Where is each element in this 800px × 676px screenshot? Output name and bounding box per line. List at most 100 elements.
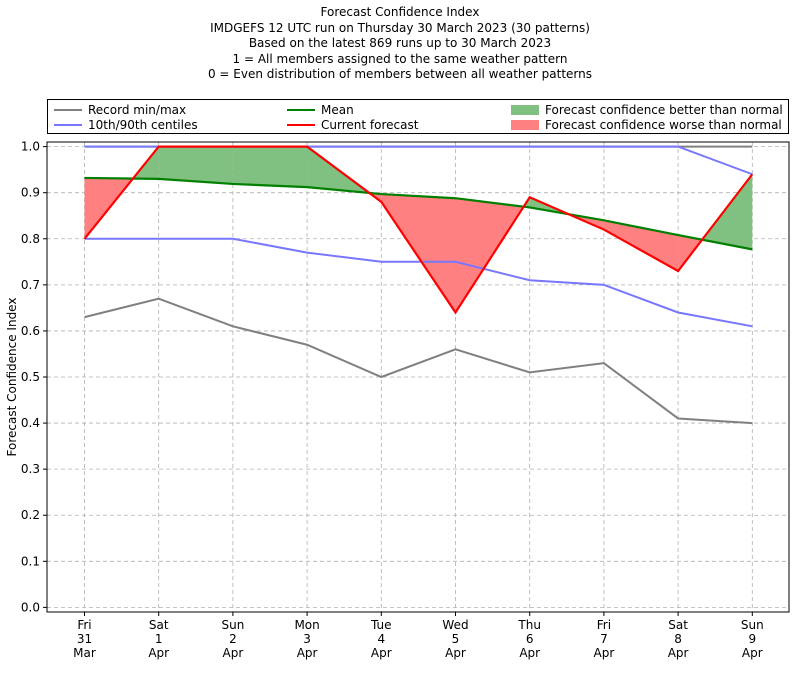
centile-10-point: [677, 311, 679, 313]
legend-item-centiles: 10th/90th centiles: [54, 118, 198, 132]
mean-point: [751, 248, 753, 250]
mean-point: [158, 178, 160, 180]
y-tick-label: 0.4: [21, 416, 40, 430]
x-tick-label: Wed: [442, 618, 468, 632]
record-min-point: [751, 422, 753, 424]
x-tick-label: 4: [377, 632, 385, 646]
current-forecast-point: [232, 145, 234, 147]
x-tick-label: Apr: [223, 646, 244, 660]
mean-point: [306, 186, 308, 188]
centile-10-line: [84, 237, 753, 328]
chart-title: Forecast Confidence Index: [320, 5, 480, 19]
current-forecast-point: [454, 311, 456, 313]
y-axis-label: Forecast Confidence Index: [5, 298, 19, 457]
chart-subtitle-based-on: Based on the latest 869 runs up to 30 Ma…: [248, 36, 552, 50]
x-tick-label: Fri: [597, 618, 611, 632]
x-tick-label: Sat: [668, 618, 688, 632]
fill-better-than-normal: [702, 174, 753, 250]
x-tick-label: Apr: [371, 646, 392, 660]
y-tick-label: 0.6: [21, 324, 40, 338]
y-tick-label: 0.5: [21, 370, 40, 384]
mean-point: [380, 193, 382, 195]
legend-item-better: Forecast confidence better than normal: [511, 103, 783, 117]
x-tick-label: 2: [229, 632, 237, 646]
legend-swatch-mean: [287, 109, 315, 111]
chart-legend: Record min/max 10th/90th centiles Mean C…: [47, 99, 789, 134]
x-tick-label: 31: [77, 632, 92, 646]
current-forecast-point: [529, 196, 531, 198]
centile-90-point: [83, 145, 85, 147]
legend-item-current: Current forecast: [287, 118, 418, 132]
legend-item-record: Record min/max: [54, 103, 186, 117]
legend-swatch-current: [287, 124, 315, 126]
x-tick-label: 1: [155, 632, 163, 646]
x-tick-label: Apr: [297, 646, 318, 660]
current-forecast-point: [677, 270, 679, 272]
mean-point: [454, 197, 456, 199]
x-tick-label: 9: [748, 632, 756, 646]
record-min-line: [84, 297, 753, 425]
centile-90-point: [380, 145, 382, 147]
record-max-point: [751, 145, 753, 147]
chart-subtitle-run: IMDGEFS 12 UTC run on Thursday 30 March …: [210, 20, 590, 35]
legend-label-mean: Mean: [321, 103, 354, 117]
record-min-point: [232, 325, 234, 327]
chart-title-block: Forecast Confidence Index IMDGEFS 12 UTC…: [0, 5, 800, 83]
record-min-point: [677, 417, 679, 419]
record-min-point: [83, 316, 85, 318]
centile-10-point: [232, 238, 234, 240]
mean-point: [232, 183, 234, 185]
x-tick-label: Mon: [294, 618, 319, 632]
fill-worse-than-normal: [603, 220, 679, 272]
mean-point: [603, 219, 605, 221]
current-forecast-point: [306, 145, 308, 147]
y-tick-label: 0.0: [21, 600, 40, 614]
legend-swatch-centiles: [54, 124, 82, 126]
legend-item-worse: Forecast confidence worse than normal: [511, 118, 782, 132]
current-forecast-point: [603, 228, 605, 230]
centile-90-point: [603, 145, 605, 147]
legend-swatch-better: [511, 105, 539, 115]
x-tick-label: Apr: [594, 646, 615, 660]
centile-90-point: [454, 145, 456, 147]
current-forecast-point: [751, 173, 753, 175]
current-forecast-point: [380, 201, 382, 203]
chart-subtitle-scale-max: 1 = All members assigned to the same wea…: [232, 51, 568, 66]
record-min-point: [529, 371, 531, 373]
centile-10-point: [603, 284, 605, 286]
x-tick-label: Thu: [517, 618, 541, 632]
legend-label-better: Forecast confidence better than normal: [545, 103, 783, 117]
x-tick-label: Apr: [148, 646, 169, 660]
y-tick-label: 0.1: [21, 554, 40, 568]
x-tick-label: Apr: [668, 646, 689, 660]
x-tick-label: Apr: [519, 646, 540, 660]
legend-label-centiles: 10th/90th centiles: [88, 118, 198, 132]
centile-90-point: [677, 145, 679, 147]
legend-swatch-worse: [511, 120, 539, 130]
y-tick-label: 0.7: [21, 278, 40, 292]
x-tick-label: Apr: [445, 646, 466, 660]
legend-item-mean: Mean: [287, 103, 354, 117]
y-tick-label: 0.3: [21, 462, 40, 476]
fill-better-than-normal: [158, 146, 233, 184]
legend-label-worse: Forecast confidence worse than normal: [545, 118, 782, 132]
centile-10-point: [306, 251, 308, 253]
x-tick-label: Mar: [73, 646, 96, 660]
y-tick-label: 0.2: [21, 508, 40, 522]
x-tick-label: Sun: [221, 618, 244, 632]
x-tick-label: Tue: [370, 618, 392, 632]
fill-worse-than-normal: [455, 198, 524, 313]
legend-label-current: Current forecast: [321, 118, 419, 132]
fill-better-than-normal: [232, 146, 308, 188]
mean-line: [84, 176, 753, 251]
x-tick-label: Sun: [741, 618, 764, 632]
centile-90-point: [529, 145, 531, 147]
x-tick-label: 3: [303, 632, 311, 646]
y-tick-label: 1.0: [21, 140, 40, 154]
x-tick-label: 7: [600, 632, 608, 646]
record-min-point: [380, 376, 382, 378]
centile-10-point: [454, 261, 456, 263]
x-tick-label: Fri: [77, 618, 91, 632]
centile-10-point: [158, 238, 160, 240]
